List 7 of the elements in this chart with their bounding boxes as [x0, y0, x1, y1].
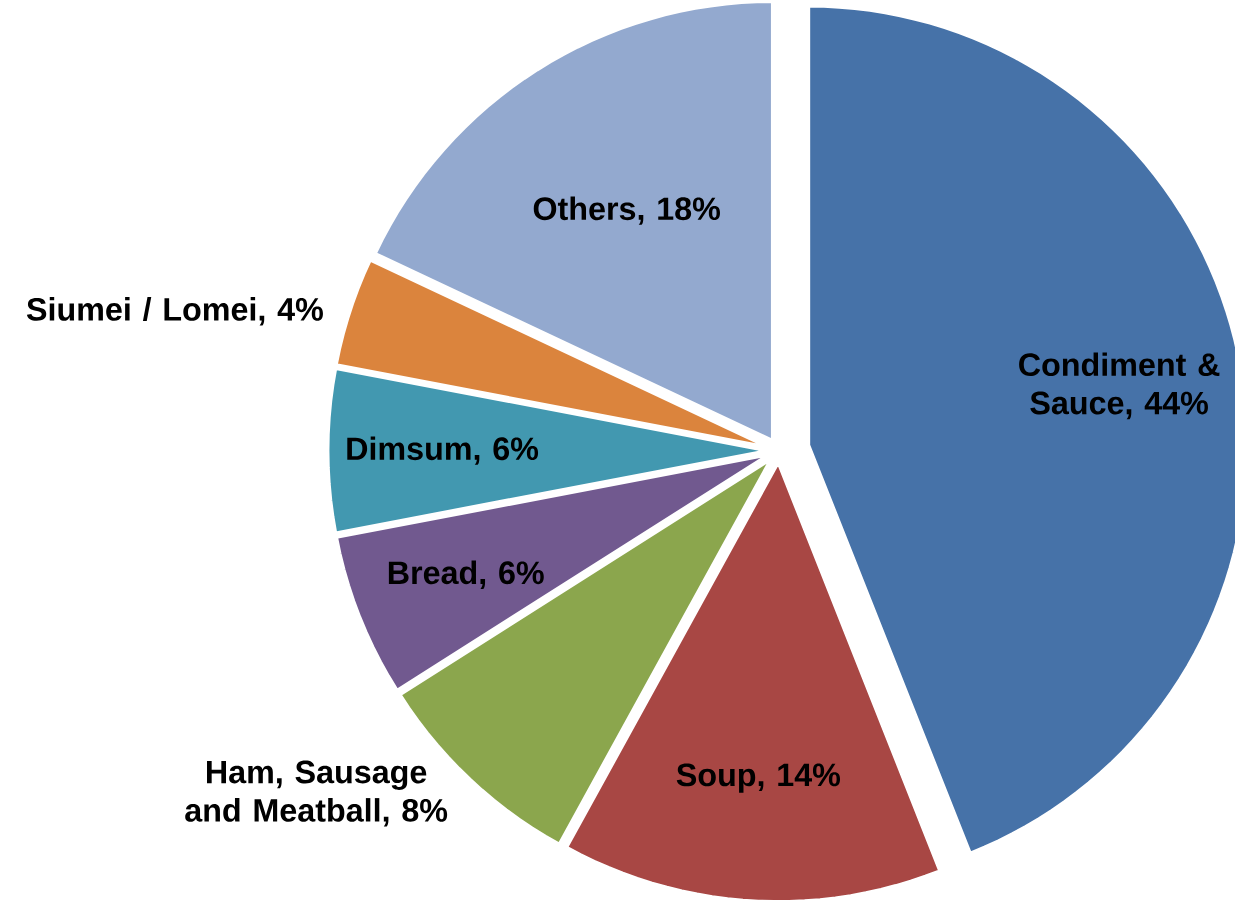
- slice-label: Condiment & Sauce, 44%: [1019, 352, 1220, 420]
- slice-label: Soup, 14%: [676, 763, 841, 793]
- slice-label: Dimsum, 6%: [347, 436, 539, 465]
- slice-label: Bread, 6%: [388, 560, 544, 589]
- slice-label: Ham, Sausage and Meatball, 8%: [185, 760, 448, 827]
- slice-label: Siumei / Lomei, 4%: [26, 297, 323, 326]
- slice-label: Others, 18%: [533, 196, 720, 225]
